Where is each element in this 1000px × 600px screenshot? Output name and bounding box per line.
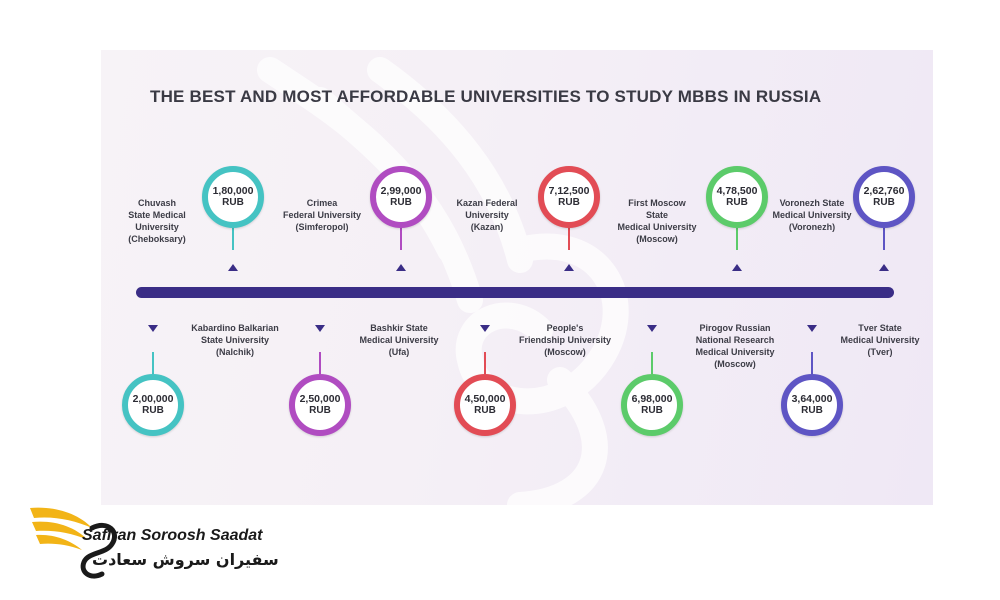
pin-stem [736,228,738,250]
price-currency: RUB [142,405,164,416]
timeline-marker-down-icon [480,325,490,332]
pin-stem [232,228,234,250]
price-circle: 7,12,500 RUB [538,166,600,228]
price-currency: RUB [641,405,663,416]
timeline-marker-up-icon [396,264,406,271]
timeline-marker-down-icon [807,325,817,332]
price-circle: 3,64,000 RUB [781,374,843,436]
pin-stem [883,228,885,250]
timeline-marker-down-icon [148,325,158,332]
price-amount: 3,64,000 [791,393,833,405]
pin-stem [319,352,321,374]
university-label: Pirogov Russian National Research Medica… [695,323,775,369]
price-currency: RUB [873,197,895,208]
brand-name-english: Safiran Soroosh Saadat [82,527,263,544]
pin-stem [651,352,653,374]
university-label: Kazan Federal University (Kazan) [456,198,518,232]
university-label: Bashkir State Medical University (Ufa) [359,323,439,357]
university-label: Kabardino Balkarian State University (Na… [191,323,279,357]
price-amount: 4,50,000 [464,393,506,405]
price-amount: 2,00,000 [132,393,174,405]
brand-name-persian: سفیران سروش سعادت [92,550,279,569]
price-circle: 4,78,500 RUB [706,166,768,228]
price-currency: RUB [801,405,823,416]
timeline-marker-up-icon [228,264,238,271]
price-amount: 7,12,500 [548,185,590,197]
brand-logo-icon [30,507,117,579]
price-amount: 4,78,500 [716,185,758,197]
price-circle: 4,50,000 RUB [454,374,516,436]
university-label: Voronezh State Medical University (Voron… [772,198,852,232]
price-amount: 2,62,760 [863,185,905,197]
price-amount: 2,50,000 [299,393,341,405]
price-circle: 2,99,000 RUB [370,166,432,228]
timeline-marker-down-icon [315,325,325,332]
infographic-panel [101,50,933,505]
price-amount: 1,80,000 [212,185,254,197]
price-circle: 2,62,760 RUB [853,166,915,228]
timeline-bar [136,287,894,298]
university-label: People's Friendship University (Moscow) [518,323,612,357]
price-currency: RUB [726,197,748,208]
price-currency: RUB [558,197,580,208]
price-circle: 6,98,000 RUB [621,374,683,436]
price-circle: 2,00,000 RUB [122,374,184,436]
university-label: Tver State Medical University (Tver) [840,323,920,357]
infographic-title: THE BEST AND MOST AFFORDABLE UNIVERSITIE… [150,87,822,106]
university-label: Crimea Federal University (Simferopol) [282,198,362,232]
price-currency: RUB [474,405,496,416]
price-currency: RUB [222,197,244,208]
price-currency: RUB [390,197,412,208]
timeline-marker-up-icon [879,264,889,271]
price-amount: 6,98,000 [631,393,673,405]
timeline-marker-up-icon [732,264,742,271]
pin-stem [811,352,813,374]
price-amount: 2,99,000 [380,185,422,197]
timeline-marker-up-icon [564,264,574,271]
price-circle: 2,50,000 RUB [289,374,351,436]
timeline-marker-down-icon [647,325,657,332]
price-circle: 1,80,000 RUB [202,166,264,228]
pin-stem [400,228,402,250]
pin-stem [568,228,570,250]
pin-stem [484,352,486,374]
university-label: Chuvash State Medical University (Chebok… [128,198,186,244]
university-label: First Moscow State Medical University (M… [617,198,697,244]
price-currency: RUB [309,405,331,416]
pin-stem [152,352,154,374]
